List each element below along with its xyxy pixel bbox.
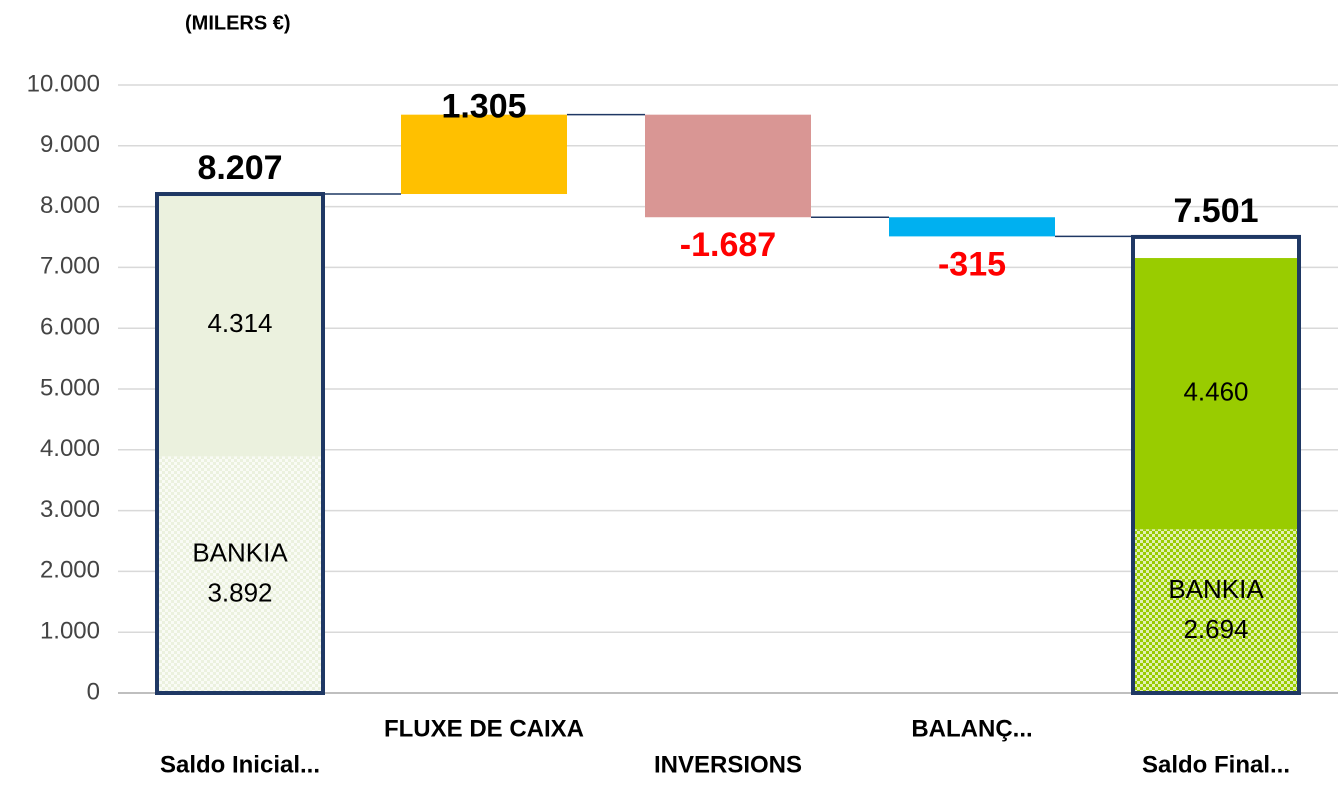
- y-tick-label: 5.000: [40, 374, 100, 401]
- y-tick-label: 9.000: [40, 131, 100, 158]
- value-label: -315: [938, 245, 1006, 283]
- axis-label: (MILERS €): [185, 12, 291, 34]
- segment-label: 4.460: [1183, 376, 1248, 406]
- segment-label: 4.314: [207, 308, 272, 338]
- segment-name: BANKIA: [1168, 574, 1264, 604]
- y-tick-label: 7.000: [40, 253, 100, 280]
- bar: [889, 217, 1055, 237]
- value-label: 1.305: [441, 88, 526, 126]
- segment-name: BANKIA: [192, 538, 288, 568]
- x-tick-label: Saldo Inicial...: [160, 751, 320, 778]
- y-tick-label: 2.000: [40, 557, 100, 584]
- y-tick-label: 1.000: [40, 618, 100, 645]
- x-tick-label: BALANÇ...: [911, 715, 1032, 742]
- segment: [1133, 258, 1299, 530]
- value-label: -1.687: [680, 226, 776, 264]
- value-label: 7.501: [1173, 192, 1258, 230]
- y-tick-label: 0: [87, 678, 100, 705]
- segment-pattern: [157, 456, 323, 693]
- x-tick-label: FLUXE DE CAIXA: [384, 715, 584, 742]
- x-tick-label: Saldo Final...: [1142, 751, 1290, 778]
- bar: [401, 114, 567, 195]
- segment-label: 2.694: [1183, 614, 1248, 644]
- y-tick-label: 3.000: [40, 496, 100, 523]
- value-label: 8.207: [197, 149, 282, 187]
- y-tick-label: 6.000: [40, 314, 100, 341]
- segment: [157, 194, 323, 457]
- bar: [1131, 234, 1301, 695]
- y-tick-label: 4.000: [40, 435, 100, 462]
- x-tick-label: INVERSIONS: [654, 751, 802, 778]
- segment-pattern: [1133, 529, 1299, 693]
- bar: [645, 114, 811, 218]
- y-tick-label: 10.000: [27, 70, 100, 97]
- bar: [155, 192, 325, 695]
- segment-label: 3.892: [207, 578, 272, 608]
- y-tick-label: 8.000: [40, 192, 100, 219]
